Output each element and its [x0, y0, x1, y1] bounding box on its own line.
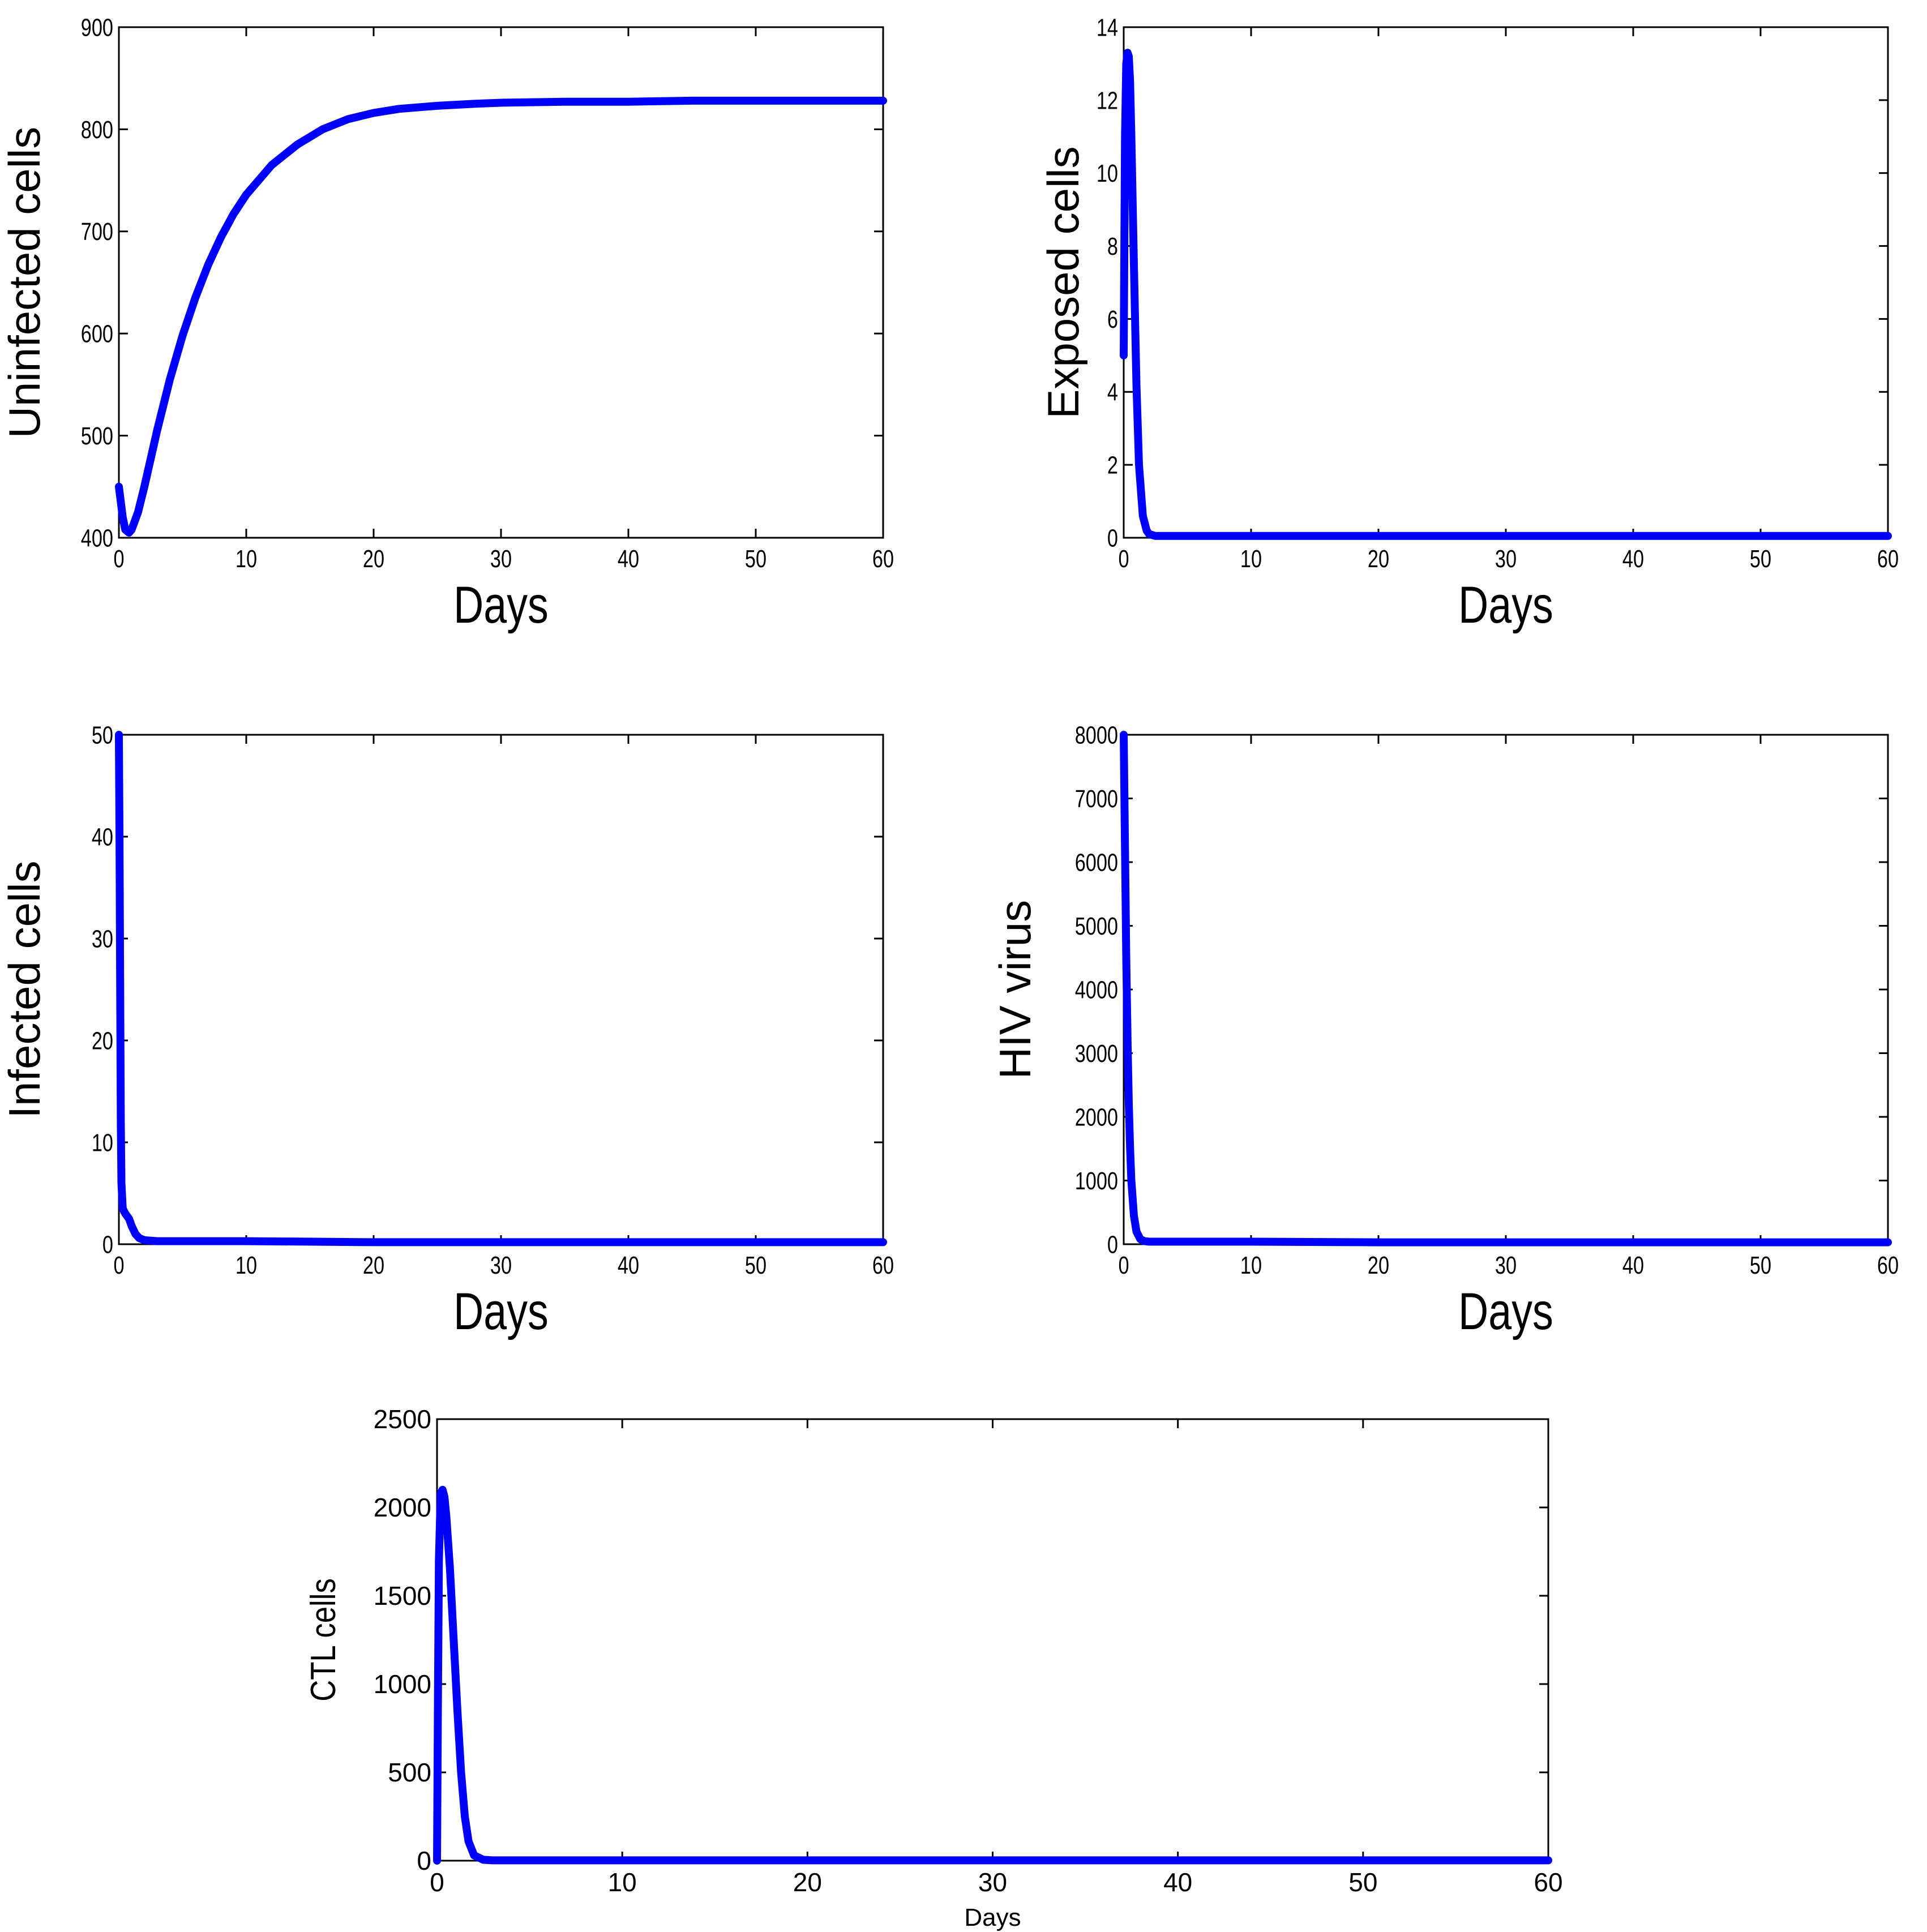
y-tick-label: 8: [1107, 233, 1118, 260]
x-tick-label: 60: [1534, 1867, 1562, 1897]
x-tick-label: 30: [1495, 545, 1517, 573]
y-tick-label: 4000: [1075, 976, 1118, 1004]
y-axis-title: Exposed cells: [1038, 146, 1088, 418]
chart-uninfected: 0 10 20 30 40 50 60 400 500 600 700 800 900 Days Uninf…: [0, 14, 894, 634]
y-tick-label: 12: [1097, 87, 1118, 114]
x-axis-title: Days: [453, 576, 549, 634]
x-tick-label: 20: [793, 1867, 822, 1897]
y-axis-title: Uninfected cells: [0, 127, 49, 439]
y-tick-label: 1000: [374, 1669, 431, 1699]
x-tick-label: 40: [1622, 545, 1644, 573]
series-line-ctl: [433, 1485, 1552, 1865]
x-tick-label: 40: [1622, 1252, 1644, 1279]
x-tick-label: 40: [618, 1252, 639, 1279]
chart-hiv: 0 10 20 30 40 50 60 0 1000 2000 3000 4000 5000 6000 70…: [990, 721, 1899, 1340]
y-tick-label: 2000: [374, 1493, 431, 1522]
y-tick-label: 7000: [1075, 785, 1118, 813]
chart-infected: 0 10 20 30 40 50 60 0 10 20 30 40 50 Days Infected cel…: [0, 721, 894, 1340]
x-tick-label: 60: [1877, 1252, 1899, 1279]
y-tick-label: 20: [92, 1027, 113, 1055]
x-tick-label: 30: [490, 1252, 512, 1279]
y-tick-label: 40: [92, 823, 113, 851]
x-axis-title: Days: [453, 1282, 549, 1340]
y-tick-label: 1500: [374, 1581, 431, 1610]
y-tick-label: 8000: [1075, 721, 1118, 749]
y-tick-label: 5000: [1075, 913, 1118, 940]
x-tick-label: 0: [113, 545, 124, 573]
y-tick-label: 2500: [374, 1404, 431, 1434]
x-tick-label: 30: [978, 1867, 1007, 1897]
y-tick-label: 2000: [1075, 1103, 1118, 1131]
series-line-exposed: [1120, 49, 1892, 540]
x-tick-label: 0: [113, 1252, 124, 1279]
x-tick-label: 40: [618, 545, 639, 573]
y-tick-label: 400: [81, 524, 113, 552]
y-tick-label: 6: [1107, 306, 1118, 333]
y-tick-label: 500: [81, 422, 113, 450]
x-tick-label: 40: [1163, 1867, 1192, 1897]
x-axis-title: Days: [1458, 576, 1553, 634]
y-tick-label: 14: [1097, 14, 1118, 41]
y-tick-label: 700: [81, 218, 113, 246]
y-tick-label: 1000: [1075, 1167, 1118, 1195]
x-tick-label: 20: [363, 545, 384, 573]
x-tick-label: 20: [1368, 1252, 1389, 1279]
x-tick-label: 50: [745, 545, 766, 573]
x-tick-label: 20: [363, 1252, 384, 1279]
y-tick-label: 0: [1107, 1231, 1118, 1258]
y-tick-label: 30: [92, 925, 113, 953]
x-tick-label: 30: [1495, 1252, 1517, 1279]
x-axis-title: Days: [964, 1904, 1021, 1931]
x-tick-label: 0: [430, 1867, 444, 1897]
y-tick-label: 10: [92, 1129, 113, 1156]
x-tick-label: 0: [1118, 545, 1129, 573]
x-tick-label: 60: [1877, 545, 1899, 573]
y-axis-title: HIV virus: [990, 900, 1040, 1079]
x-tick-label: 60: [872, 1252, 894, 1279]
y-tick-label: 10: [1097, 160, 1118, 187]
series-line-uninfected: [115, 96, 887, 537]
x-tick-label: 50: [1348, 1867, 1377, 1897]
y-tick-label: 0: [417, 1846, 431, 1875]
x-tick-label: 10: [1240, 1252, 1262, 1279]
y-tick-label: 900: [81, 14, 113, 41]
y-axis-title: CTL cells: [304, 1578, 343, 1702]
x-tick-label: 50: [1750, 1252, 1771, 1279]
x-tick-label: 30: [490, 545, 512, 573]
chart-ctl: 0 10 20 30 40 50 60 0 500 1000 1500 2000 2500 Days CTL…: [304, 1404, 1563, 1931]
y-tick-label: 6000: [1075, 849, 1118, 876]
y-tick-label: 3000: [1075, 1040, 1118, 1068]
x-tick-label: 10: [1240, 545, 1262, 573]
y-tick-label: 0: [102, 1231, 113, 1258]
y-tick-label: 4: [1107, 379, 1118, 406]
y-tick-label: 600: [81, 320, 113, 348]
x-tick-label: 60: [872, 545, 894, 573]
x-axis-title: Days: [1458, 1282, 1553, 1340]
series-line-infected: [115, 731, 887, 1246]
x-tick-label: 10: [608, 1867, 637, 1897]
y-axis-title: Infected cells: [0, 860, 49, 1118]
y-tick-label: 2: [1107, 452, 1118, 479]
x-tick-label: 50: [745, 1252, 766, 1279]
y-tick-label: 0: [1107, 524, 1118, 552]
x-tick-label: 50: [1750, 545, 1771, 573]
x-tick-label: 10: [235, 545, 257, 573]
y-tick-label: 500: [388, 1758, 431, 1787]
chart-exposed: 0 10 20 30 40 50 60 0 2 4 6 8 10 12 14 Days Exposed cell…: [1038, 14, 1899, 634]
x-tick-label: 10: [235, 1252, 257, 1279]
y-tick-label: 50: [92, 721, 113, 749]
x-tick-label: 20: [1368, 545, 1389, 573]
y-tick-label: 800: [81, 116, 113, 144]
series-line-hiv: [1120, 731, 1892, 1246]
x-tick-label: 0: [1118, 1252, 1129, 1279]
